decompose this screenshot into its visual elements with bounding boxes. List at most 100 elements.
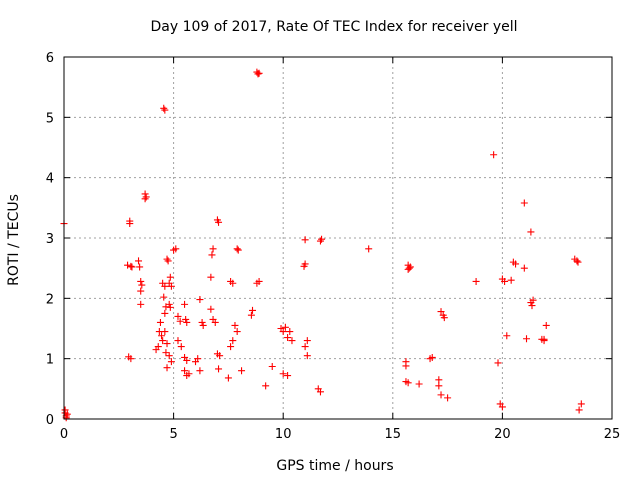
data-point: [158, 332, 166, 340]
data-point: [520, 199, 528, 207]
data-point: [507, 276, 515, 284]
data-point: [183, 356, 191, 364]
data-point: [208, 251, 216, 259]
data-point: [215, 365, 223, 373]
data-point: [501, 277, 509, 285]
data-point: [156, 318, 164, 326]
data-point: [254, 70, 262, 78]
data-point: [127, 262, 135, 270]
data-point: [303, 352, 311, 360]
data-point: [529, 296, 537, 304]
data-point: [174, 312, 182, 320]
data-point: [199, 321, 207, 329]
data-point: [63, 410, 71, 418]
data-point: [300, 262, 308, 270]
data-point: [224, 374, 232, 382]
data-point: [435, 382, 443, 390]
data-point: [135, 257, 143, 265]
data-point: [233, 245, 241, 253]
data-point: [209, 245, 217, 253]
data-point: [161, 328, 169, 336]
data-point: [405, 264, 413, 272]
data-point: [253, 279, 261, 287]
data-point: [136, 263, 144, 271]
data-point: [138, 281, 146, 289]
data-points: [60, 68, 585, 422]
data-point: [523, 335, 531, 343]
data-point: [137, 300, 145, 308]
data-point: [166, 273, 174, 281]
data-point: [176, 317, 184, 325]
data-point: [207, 305, 215, 313]
data-point: [142, 193, 150, 201]
data-point: [183, 372, 191, 380]
data-point: [160, 293, 168, 301]
data-point: [166, 303, 174, 311]
data-point: [268, 363, 276, 371]
data-point: [503, 332, 511, 340]
data-point: [167, 358, 175, 366]
data-point: [137, 287, 145, 295]
data-point: [404, 379, 412, 387]
data-point: [281, 323, 289, 331]
data-point: [172, 245, 180, 253]
data-point: [159, 337, 167, 345]
data-point: [216, 352, 224, 360]
data-point: [160, 104, 168, 112]
data-point: [161, 309, 169, 317]
data-point: [183, 318, 191, 326]
y-tick-label: 1: [46, 353, 54, 368]
data-point: [162, 349, 170, 357]
data-point: [177, 343, 185, 351]
data-point: [490, 151, 498, 159]
data-point: [152, 346, 160, 354]
data-point: [192, 358, 200, 366]
data-point: [577, 400, 585, 408]
data-point: [301, 236, 309, 244]
data-point: [528, 302, 536, 310]
data-point: [238, 367, 246, 375]
data-point: [141, 195, 149, 203]
data-point: [163, 364, 171, 372]
data-point: [227, 343, 235, 351]
x-tick-label: 25: [604, 427, 621, 442]
x-tick-label: 20: [494, 427, 511, 442]
data-point: [365, 245, 373, 253]
data-point: [164, 257, 172, 265]
data-point: [233, 328, 241, 336]
y-tick-label: 4: [46, 172, 54, 187]
data-point: [575, 406, 583, 414]
data-point: [181, 300, 189, 308]
data-point: [286, 328, 294, 336]
data-point: [498, 403, 506, 411]
data-point: [198, 318, 206, 326]
data-point: [404, 265, 412, 273]
data-point: [124, 261, 132, 269]
data-point: [215, 218, 223, 226]
data-point: [247, 311, 255, 319]
y-tick-label: 3: [46, 232, 54, 247]
data-point: [165, 300, 173, 308]
data-point: [472, 277, 480, 285]
data-point: [182, 315, 190, 323]
chart-title: Day 109 of 2017, Rate Of TEC Index for r…: [150, 19, 517, 35]
data-point: [229, 279, 237, 287]
y-tick-label: 0: [46, 413, 54, 428]
x-tick-label: 0: [60, 427, 68, 442]
data-point: [512, 260, 520, 268]
data-point: [284, 334, 292, 342]
data-point: [444, 394, 452, 402]
data-point: [540, 335, 548, 343]
data-point: [279, 370, 287, 378]
data-point: [415, 380, 423, 388]
data-point: [494, 359, 502, 367]
y-axis-title: ROTI / TECUs: [6, 194, 22, 286]
y-tick-label: 5: [46, 111, 54, 126]
data-point: [167, 282, 175, 290]
data-point: [301, 343, 309, 351]
data-point: [440, 314, 448, 322]
y-tick-label: 2: [46, 292, 54, 307]
data-point: [284, 372, 292, 380]
grid-lines: [64, 57, 612, 419]
